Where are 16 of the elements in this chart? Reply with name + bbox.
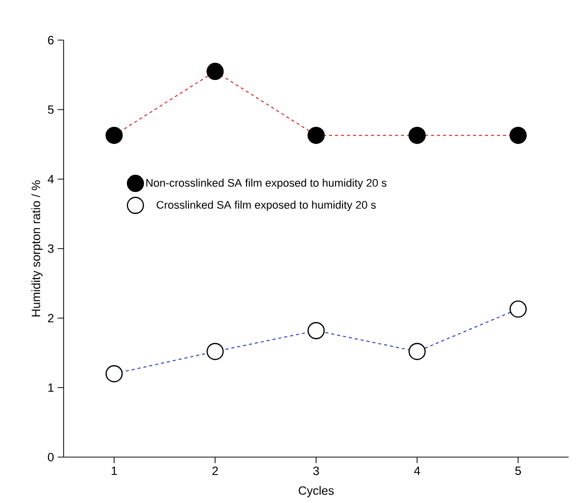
x-axis-title: Cycles xyxy=(298,486,334,498)
y-tick-label: 5 xyxy=(48,105,54,114)
x-tick-label: 4 xyxy=(414,466,420,475)
y-tick-label: 3 xyxy=(48,244,54,253)
y-tick-label: 2 xyxy=(48,314,54,322)
x-tick-label: 2 xyxy=(212,466,218,476)
x-tick-label: 1 xyxy=(112,466,117,475)
legend-label: Crosslinked SA film exposed to humidity 20 s xyxy=(156,200,376,211)
y-tick-label: 1 xyxy=(48,383,54,392)
y-tick-label: 4 xyxy=(48,175,54,184)
y-axis-title: Humidity sorpton ratio / % xyxy=(31,180,43,316)
legend-label: Non-crosslinked SA film exposed to humidity 20 s xyxy=(146,178,386,189)
y-tick-label: 6 xyxy=(48,36,54,44)
y-tick-label: 0 xyxy=(48,452,54,462)
x-tick-label: 3 xyxy=(313,466,319,476)
x-tick-label: 5 xyxy=(515,466,521,476)
